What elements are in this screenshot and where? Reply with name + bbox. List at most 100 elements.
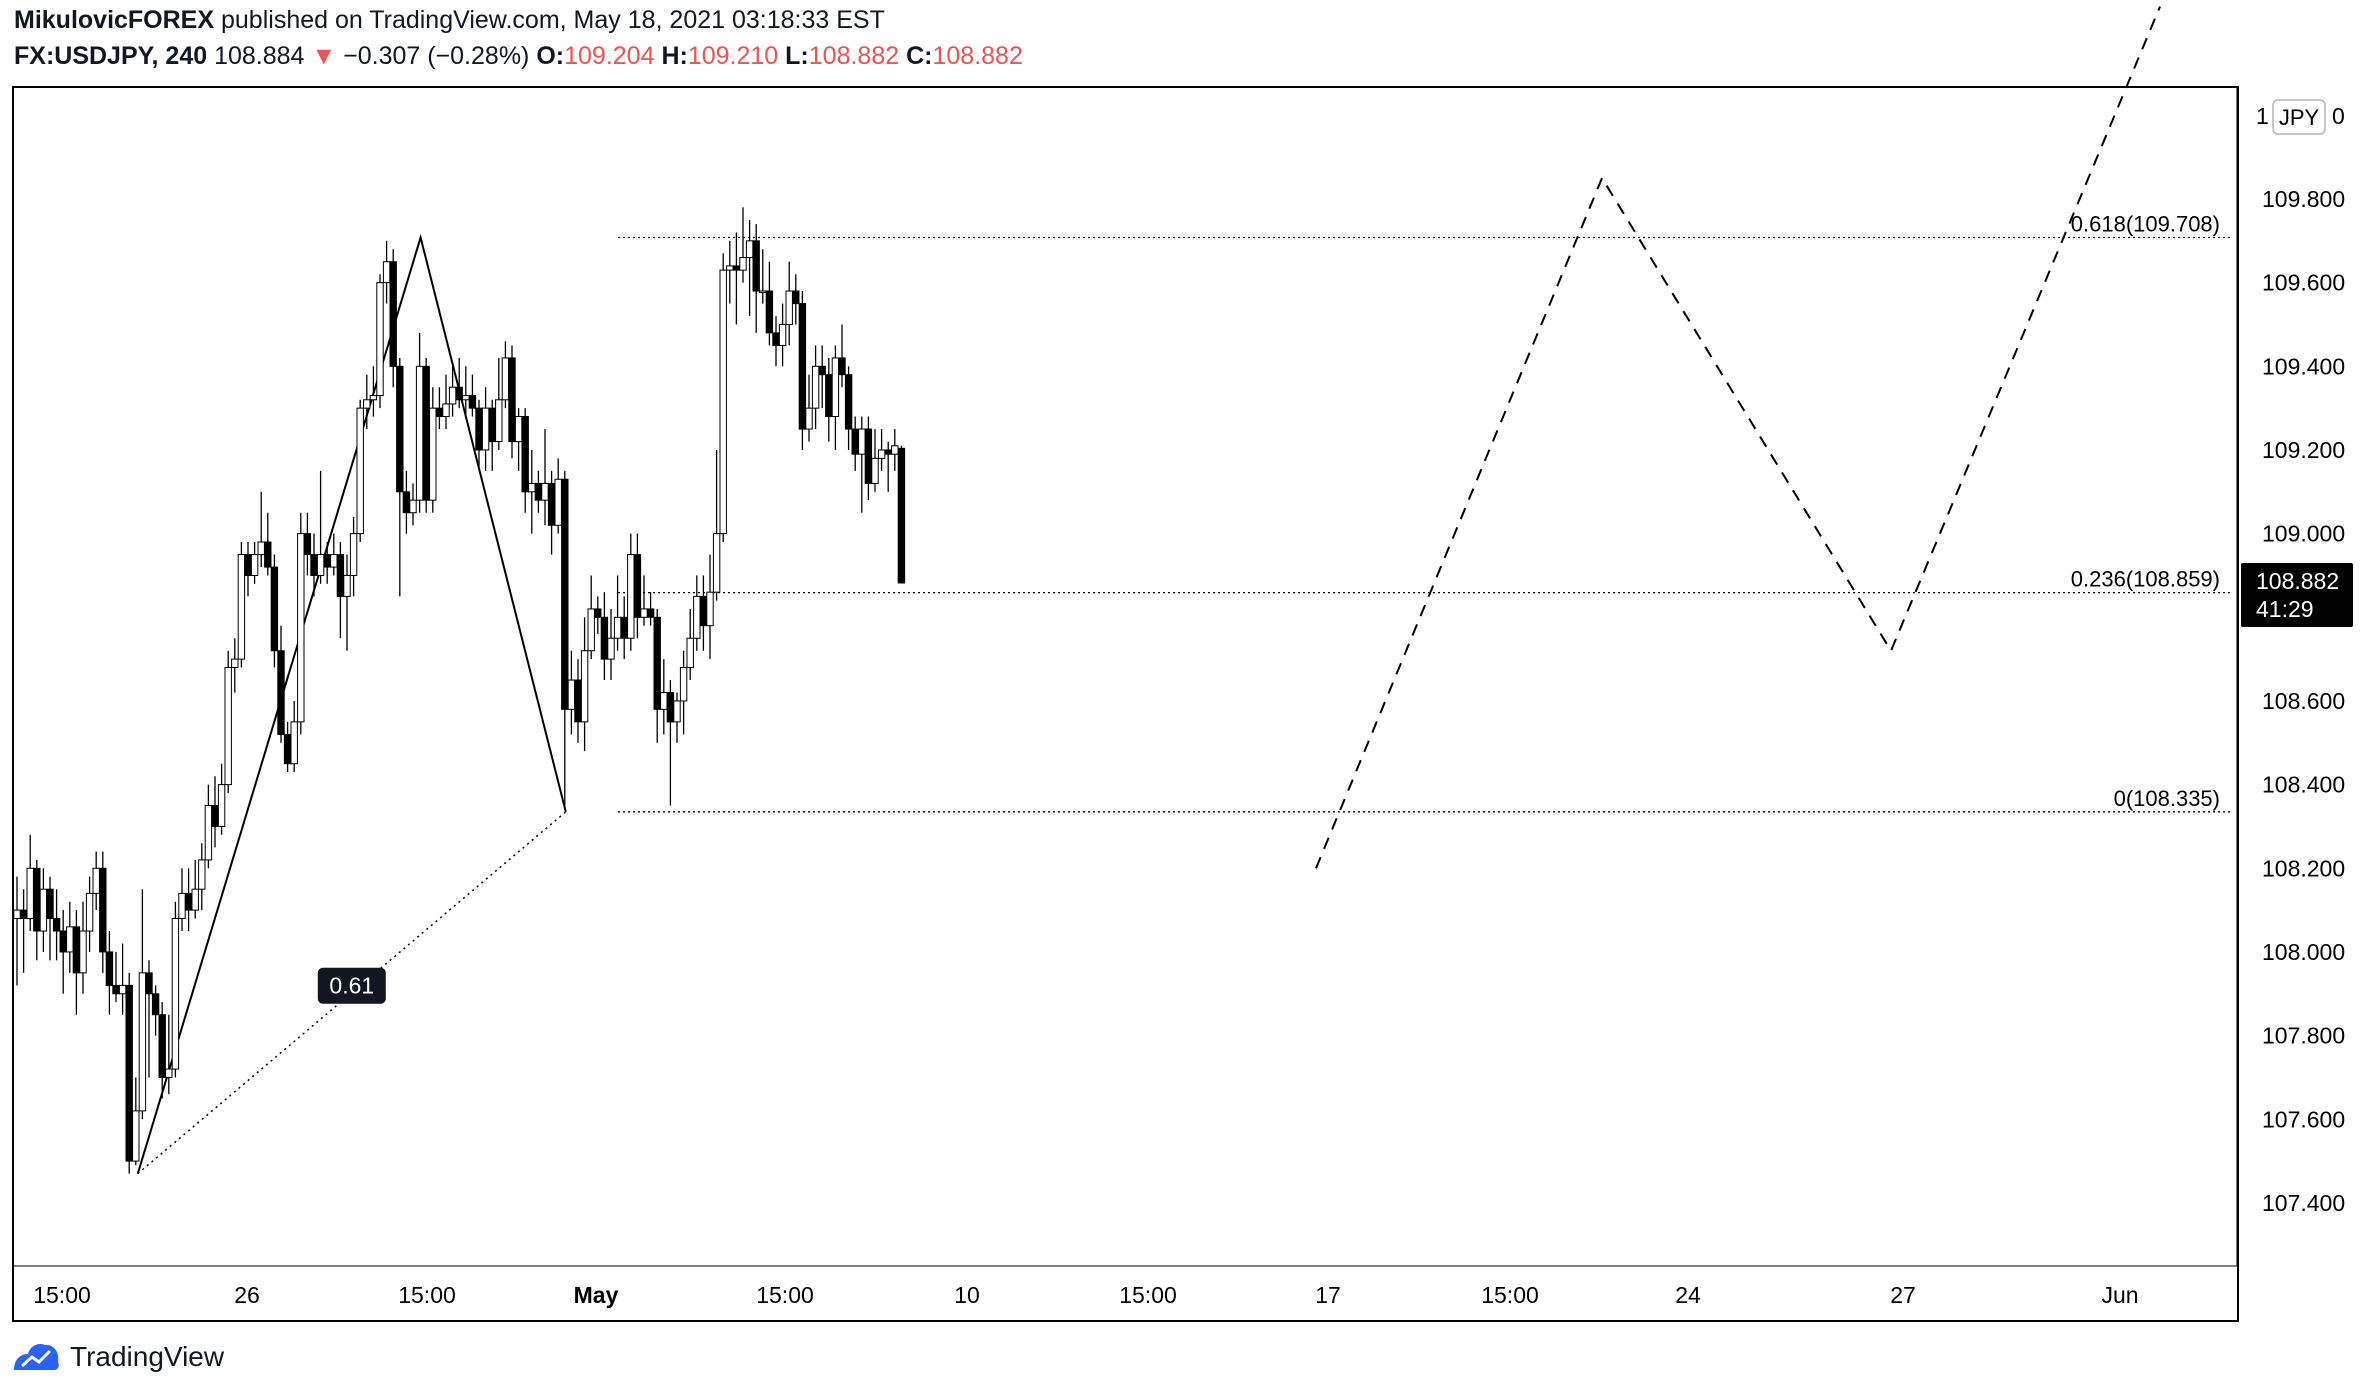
price-tick-label: 109.600: [2262, 270, 2345, 296]
price-tick-label: 107.600: [2262, 1106, 2345, 1132]
candle-body-up: [785, 290, 793, 325]
candle-body-up: [165, 1068, 173, 1078]
projection-path[interactable]: [1315, 6, 2161, 869]
time-axis[interactable]: 15:00 26 15:00 May 15:00 10 15:00 17 15:00 24 27 Ju…: [33, 1282, 2138, 1308]
candle-body-down: [277, 650, 285, 735]
fib-level-label: 0(108.335): [2114, 786, 2220, 811]
candle-body-down: [475, 407, 483, 451]
open-label: O:: [536, 42, 565, 70]
price-tick-label: 0: [2332, 103, 2345, 129]
candle-body-up: [627, 554, 635, 639]
candle-body-up: [224, 666, 232, 786]
candle-body-up: [587, 608, 595, 652]
time-tick-label: 15:00: [756, 1282, 814, 1308]
candle-body-down: [105, 951, 114, 986]
candle-body-up: [679, 666, 688, 702]
candle-body-up: [191, 888, 199, 911]
tradingview-brand[interactable]: TradingView: [12, 1340, 224, 1374]
candle-body-up: [607, 637, 615, 660]
candle-body-up: [297, 533, 305, 723]
fib-retracement[interactable]: 0.618(109.708) 0.236(108.859) 0(108.335): [618, 211, 2233, 813]
candle-body-up: [92, 867, 100, 894]
candle-body-up: [462, 395, 470, 401]
price-tick-label: 109.000: [2262, 521, 2345, 547]
time-tick-label: 26: [234, 1282, 260, 1308]
candle-body-down: [699, 595, 708, 627]
candle-body-down: [211, 805, 219, 827]
last-price-label: 108.882: [2256, 568, 2339, 594]
price-tick-label: 108.400: [2262, 772, 2345, 798]
time-tick-label: 24: [1675, 1282, 1701, 1308]
candle-body-up: [686, 637, 694, 668]
price-tick-label: 108.600: [2262, 688, 2345, 714]
candle-body-up: [514, 416, 523, 443]
high-label: H:: [661, 42, 688, 70]
last-price: 108.884: [214, 42, 305, 70]
symbol-name[interactable]: FX:USDJPY, 240: [14, 42, 208, 70]
time-tick-label: 15:00: [1119, 1282, 1177, 1308]
candle-body-up: [501, 357, 510, 401]
candle-body-up: [448, 386, 457, 405]
last-price-marker: [2241, 562, 2353, 627]
candlestick-series: [13, 207, 906, 1174]
price-tick-label: 109.200: [2262, 437, 2345, 463]
price-axis[interactable]: 109.800 109.600 109.400 109.200 109.000 108.6…: [2262, 186, 2345, 1216]
candle-body-down: [825, 374, 833, 418]
candle-body-down: [798, 303, 807, 430]
candle-body-up: [640, 608, 648, 618]
pattern-drawings[interactable]: 0.61: [136, 6, 2161, 1175]
candle-body-down: [336, 554, 345, 597]
candle-body-down: [112, 984, 120, 995]
candle-body-down: [633, 554, 642, 618]
currency-badge[interactable]: [2272, 99, 2326, 135]
candle-body-down: [455, 386, 463, 401]
candle-body-up: [290, 721, 298, 765]
candle-body-up: [237, 554, 246, 660]
candle-body-up: [811, 365, 820, 409]
candle-body-down: [323, 554, 331, 568]
candle-body-up: [693, 595, 701, 639]
candle-body-up: [495, 399, 503, 443]
candle-body-down: [732, 265, 741, 271]
candle-body-down: [244, 554, 252, 576]
price-tick-label: 108.000: [2262, 939, 2345, 965]
author-name[interactable]: MikulovicFOREX: [14, 6, 215, 34]
price-change: −0.307 (−0.28%): [343, 42, 530, 70]
candle-body-up: [778, 323, 787, 346]
candle-body-down: [600, 616, 609, 660]
candle-body-up: [719, 269, 727, 535]
candle-body-up: [831, 357, 840, 418]
candle-body-down: [59, 930, 67, 953]
candle-body-up: [356, 407, 364, 535]
candle-body-up: [250, 554, 259, 576]
time-tick-label: 15:00: [33, 1282, 91, 1308]
candle-body-down: [844, 374, 853, 430]
candle-body-down: [574, 679, 582, 723]
candle-body-up: [673, 700, 681, 723]
symbol-legend: FX:USDJPY, 240 108.884 ▼ −0.307 (−0.28%)…: [14, 42, 1023, 71]
candle-body-up: [316, 554, 325, 576]
candle-body-down: [422, 365, 430, 501]
low-label: L:: [785, 42, 809, 70]
candle-body-up: [442, 403, 450, 418]
high-value: 109.210: [687, 42, 779, 70]
candle-body-up: [409, 499, 417, 514]
candle-body-up: [805, 407, 813, 430]
time-tick-label: 10: [954, 1282, 980, 1308]
candle-body-down: [488, 407, 496, 443]
ratio-label: 0.61: [329, 973, 374, 999]
candle-body-up: [877, 449, 886, 459]
fib-level-label: 0.236(108.859): [2071, 567, 2220, 592]
bar-countdown: 41:29: [2256, 596, 2314, 622]
candle-body-down: [264, 541, 272, 568]
candle-body-down: [851, 428, 859, 455]
candle-body-down: [561, 478, 569, 710]
candle-body-down: [72, 926, 81, 974]
ratio-label-box: [317, 967, 386, 1004]
candle-body-down: [508, 357, 516, 443]
candle-body-up: [118, 984, 127, 995]
candle-body-down: [594, 608, 602, 618]
abc-zigzag-line[interactable]: [136, 233, 567, 1174]
close-label: C:: [906, 42, 933, 70]
